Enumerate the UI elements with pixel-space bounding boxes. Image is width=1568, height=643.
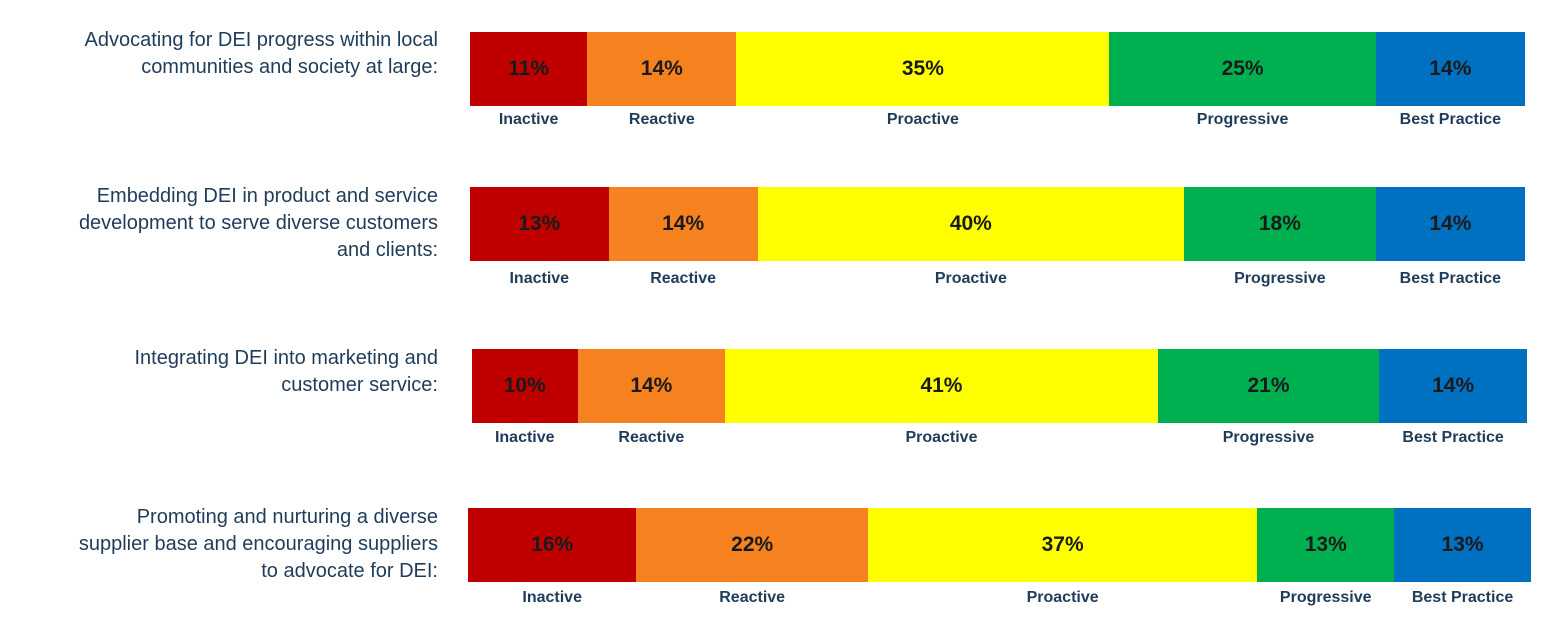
row-label: Embedding DEI in product and service dev…: [78, 185, 438, 261]
category-label: Best Practice: [1399, 270, 1502, 287]
bar-segment-progressive: 25%: [1109, 32, 1376, 106]
row-label: Integrating DEI into marketing and custo…: [134, 347, 438, 396]
bar-segment-inactive: 10%: [472, 349, 578, 423]
category-label: Proactive: [905, 429, 978, 446]
bar-segment-best-practice: 14%: [1379, 349, 1527, 423]
category-label: Proactive: [934, 270, 1007, 287]
bar-segment-progressive: 21%: [1157, 349, 1380, 423]
category-label: Inactive: [498, 111, 559, 128]
category-label: Best Practice: [1402, 429, 1504, 446]
stacked-bar: 10% 14% 41% 21% 14%: [472, 349, 1527, 423]
bar-segment-proactive: 37%: [867, 508, 1258, 582]
bar-segment-reactive: 22%: [636, 508, 868, 582]
bar-segment-proactive: 35%: [736, 32, 1110, 106]
bar-segment-reactive: 14%: [608, 187, 758, 261]
bar-segment-inactive: 11%: [470, 32, 588, 106]
bar-segment-proactive: 41%: [725, 349, 1158, 423]
category-label: Reactive: [618, 429, 685, 446]
bar-segment-best-practice: 14%: [1375, 187, 1525, 261]
category-label: Reactive: [719, 589, 786, 606]
category-labels: Inactive Reactive Proactive Progressive Best…: [468, 589, 1531, 611]
category-label: Progressive: [1279, 589, 1372, 606]
stacked-bar: 11% 14% 35% 25% 14%: [470, 32, 1525, 106]
category-label: Inactive: [494, 429, 555, 446]
category-label: Progressive: [1222, 429, 1315, 446]
category-label: Reactive: [628, 111, 695, 128]
category-label: Progressive: [1234, 270, 1326, 287]
category-label: Best Practice: [1411, 589, 1514, 606]
bar-segment-inactive: 13%: [470, 187, 609, 261]
bar-segment-best-practice: 14%: [1375, 32, 1525, 106]
category-label: Proactive: [886, 111, 959, 128]
category-labels: Inactive Reactive Proactive Progressive Best…: [470, 111, 1525, 133]
bar-segment-best-practice: 13%: [1394, 508, 1531, 582]
category-label: Inactive: [509, 270, 570, 287]
category-label: Progressive: [1196, 111, 1289, 128]
bar-segment-progressive: 13%: [1257, 508, 1395, 582]
category-label: Inactive: [522, 589, 582, 606]
bar-segment-reactive: 14%: [577, 349, 726, 423]
row-label: Advocating for DEI progress within local…: [84, 29, 439, 78]
bar-segment-proactive: 40%: [757, 187, 1184, 261]
stacked-bar: 13% 14% 40% 18% 14%: [470, 187, 1525, 261]
category-label: Reactive: [650, 270, 717, 287]
bar-segment-progressive: 18%: [1183, 187, 1376, 261]
category-labels: Inactive Reactive Proactive Progressive Best…: [470, 270, 1525, 292]
category-label: Best Practice: [1399, 111, 1502, 128]
row-label: Promoting and nurturing a diverse suppli…: [78, 506, 438, 582]
category-label: Proactive: [1026, 589, 1099, 606]
stacked-bar: 16% 22% 37% 13% 13%: [468, 508, 1531, 582]
bar-segment-inactive: 16%: [468, 508, 637, 582]
bar-segment-reactive: 14%: [587, 32, 737, 106]
category-labels: Inactive Reactive Proactive Progressive Best…: [472, 429, 1527, 451]
